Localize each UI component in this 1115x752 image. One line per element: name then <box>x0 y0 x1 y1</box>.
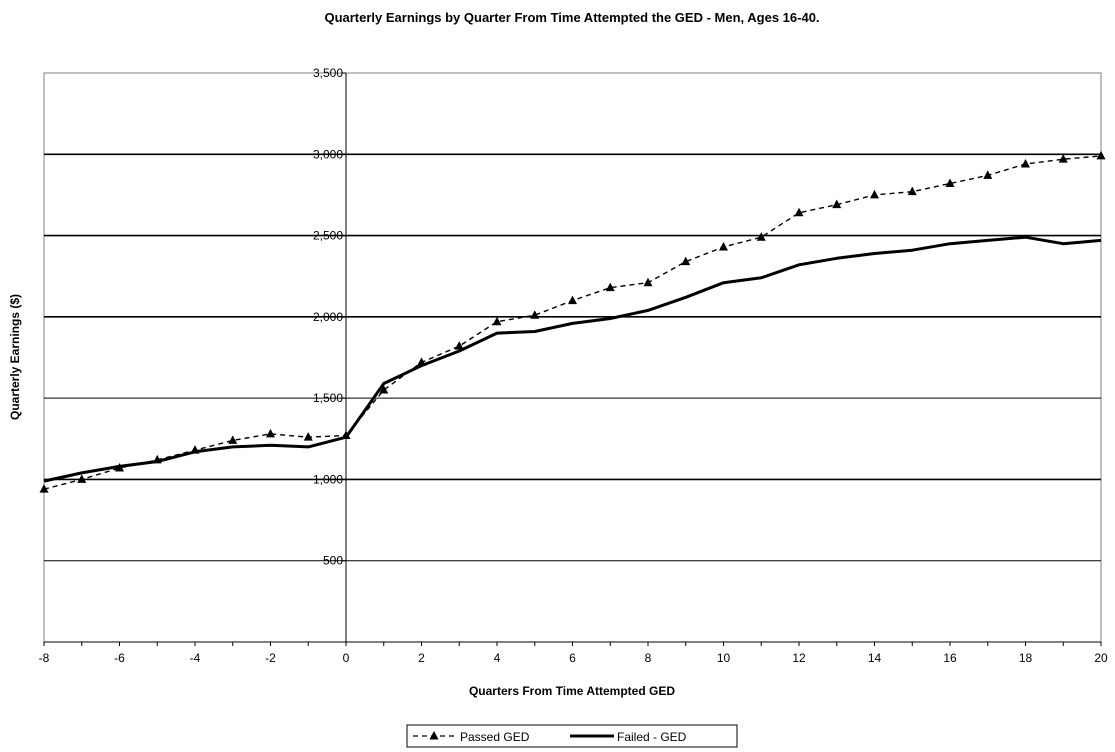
x-tick-label: 0 <box>343 651 350 665</box>
x-tick-label: 4 <box>494 651 501 665</box>
data-point-passed <box>1096 150 1106 160</box>
x-axis-title: Quarters From Time Attempted GED <box>469 684 675 698</box>
data-point-passed <box>832 199 842 209</box>
x-tick-label: 14 <box>868 651 882 665</box>
data-point-passed <box>39 484 49 493</box>
data-point-passed <box>568 295 577 305</box>
x-tick-label: -4 <box>190 651 201 665</box>
data-point-passed <box>530 310 540 319</box>
data-point-passed <box>266 428 275 438</box>
x-tick-label: 2 <box>418 651 425 665</box>
data-point-passed <box>454 341 464 350</box>
y-axis-title: Quarterly Earnings ($) <box>8 294 22 420</box>
x-tick-label: 12 <box>792 651 806 665</box>
y-tick-label: 2,000 <box>313 310 343 324</box>
y-tick-labels: 500 1,000 1,500 2,000 2,500 3,000 3,500 <box>313 66 343 568</box>
data-point-passed <box>681 256 691 266</box>
x-tick-label: -2 <box>265 651 276 665</box>
data-point-passed <box>907 186 917 196</box>
chart-title: Quarterly Earnings by Quarter From Time … <box>324 10 819 25</box>
data-point-passed <box>77 474 87 483</box>
data-point-passed <box>643 277 653 287</box>
x-tick-label: 20 <box>1094 651 1108 665</box>
data-point-passed <box>1058 154 1068 163</box>
series-failed-line <box>43 235 1102 483</box>
x-tick-label: -6 <box>114 651 125 665</box>
y-tick-label: 500 <box>323 554 343 568</box>
data-point-passed <box>228 435 238 444</box>
plot-area <box>43 72 1102 643</box>
data-point-passed <box>379 385 389 394</box>
data-point-passed <box>983 170 993 179</box>
axes <box>43 72 1102 646</box>
legend: Passed GED Failed - GED <box>406 724 738 748</box>
data-point-passed <box>492 316 502 326</box>
legend-failed-label: Failed - GED <box>617 730 687 744</box>
y-tick-label: 1,500 <box>313 391 343 405</box>
x-tick-label: 8 <box>645 651 652 665</box>
x-tick-label: 18 <box>1019 651 1033 665</box>
x-tick-label: 16 <box>943 651 957 665</box>
x-tick-label: 10 <box>717 651 731 665</box>
data-point-passed <box>1021 159 1030 168</box>
legend-passed-marker-icon <box>429 731 439 740</box>
y-tick-label: 1,000 <box>313 472 343 486</box>
grid-lines <box>44 153 1101 562</box>
data-point-passed <box>870 189 879 199</box>
data-point-passed <box>756 232 766 241</box>
series-lines <box>39 150 1106 493</box>
data-point-passed <box>945 178 955 188</box>
data-point-passed <box>303 432 313 441</box>
x-tick-labels: -8 -6 -4 -2 0 2 4 6 8 10 12 14 16 18 20 <box>39 651 1108 665</box>
y-tick-label: 3,000 <box>313 147 343 161</box>
data-point-passed <box>605 282 615 292</box>
y-tick-label: 3,500 <box>313 66 343 80</box>
legend-passed-label: Passed GED <box>460 730 530 744</box>
data-point-passed <box>719 241 728 251</box>
x-tick-label: -8 <box>39 651 50 665</box>
y-tick-label: 2,500 <box>313 229 343 243</box>
data-point-passed <box>794 207 804 217</box>
x-tick-label: 6 <box>569 651 576 665</box>
